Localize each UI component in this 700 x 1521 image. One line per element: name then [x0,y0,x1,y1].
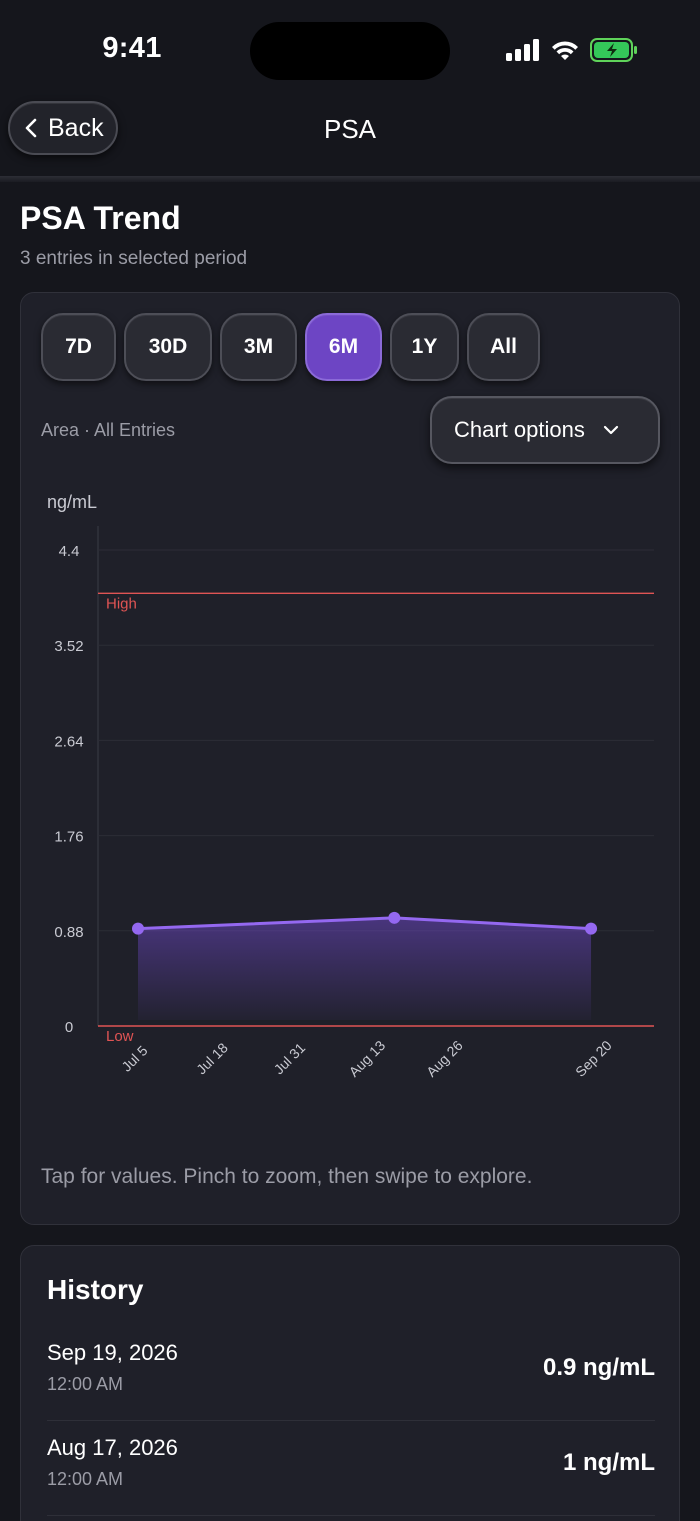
range-label: 3M [243,335,274,358]
chart-mode-label: Area · All Entries [41,420,176,440]
range-label: 30D [148,335,188,358]
history-list: Sep 19, 2026 12:00 AM 0.9 ng/mL Aug 17, … [47,1326,655,1516]
x-tick-label: Jul 31 [271,1039,309,1077]
x-tick-label: Jul 18 [193,1039,231,1077]
history-time: 12:00 AM [47,1374,124,1394]
area-fill [138,917,592,1020]
history-card: History Sep 19, 2026 12:00 AM 0.9 ng/mL … [20,1245,680,1521]
range-label: 7D [65,335,92,358]
x-tick-label: Aug 13 [346,1037,389,1080]
chart-card: 7D 30D 3M 6M 1Y All Area · All Entries C… [20,292,680,1225]
status-icons [506,38,638,62]
range-button-7d[interactable]: 7D [41,313,116,381]
back-button[interactable]: Back [8,101,118,155]
x-tick-label: Aug 26 [423,1037,466,1080]
history-row[interactable]: Aug 17, 2026 12:00 AM 1 ng/mL [47,1421,655,1516]
history-value: 1 ng/mL [562,1449,655,1476]
history-title: History [47,1274,144,1305]
dynamic-island [250,22,450,80]
page-subtitle: 3 entries in selected period [20,248,248,269]
y-axis-label: ng/mL [47,492,97,512]
battery-icon [590,38,637,62]
range-label: 1Y [411,335,438,358]
chevron-left-icon [25,118,37,138]
range-button-30d[interactable]: 30D [124,313,212,381]
range-selector: 7D 30D 3M 6M 1Y All [41,313,548,381]
history-row[interactable]: Sep 19, 2026 12:00 AM 0.9 ng/mL [47,1326,655,1421]
page-title: PSA Trend [20,200,181,236]
range-label: All [490,335,517,358]
history-date: Aug 17, 2026 [47,1435,178,1460]
data-point [585,922,598,935]
reference-label-low: Low [106,1028,134,1045]
range-button-3m[interactable]: 3M [220,313,297,381]
reference-label-high: High [106,595,137,612]
nav-divider [0,176,700,182]
y-tick-label: 2.64 [54,733,83,750]
y-tick-label: 0 [65,1019,73,1036]
wifi-icon [552,41,578,60]
navigation-bar: Back PSA [0,96,700,178]
chart-options-label: Chart options [454,417,585,442]
psa-trend-chart[interactable]: ng/mL 4.4 3.52 2.64 1.76 0.88 0 High Low Jul 5… [21,478,679,1118]
x-tick-label: Sep 20 [572,1037,615,1080]
status-bar: 9:41 [0,0,700,100]
history-date: Sep 19, 2026 [47,1340,178,1365]
y-tick-label: 3.52 [54,638,83,655]
range-label: 6M [328,335,359,358]
chart-hint: Tap for values. Pinch to zoom, then swip… [41,1165,533,1188]
nav-title: PSA [323,114,377,144]
data-point [132,922,144,935]
y-tick-label: 1.76 [54,829,83,846]
y-tick-label: 4.4 [59,543,80,560]
range-button-all[interactable]: All [467,313,540,381]
range-button-1y[interactable]: 1Y [390,313,459,381]
x-tick-label: Jul 5 [118,1042,150,1074]
y-tick-label: 0.88 [54,924,83,941]
range-button-6m[interactable]: 6M [305,313,382,381]
chart-options-button[interactable]: Chart options [430,396,660,464]
back-label: Back [48,113,104,142]
signal-icon [506,39,539,61]
status-time: 9:41 [102,32,162,64]
data-point [388,911,401,924]
history-value: 0.9 ng/mL [542,1354,655,1381]
chevron-down-icon [603,425,618,435]
history-time: 12:00 AM [47,1469,124,1489]
